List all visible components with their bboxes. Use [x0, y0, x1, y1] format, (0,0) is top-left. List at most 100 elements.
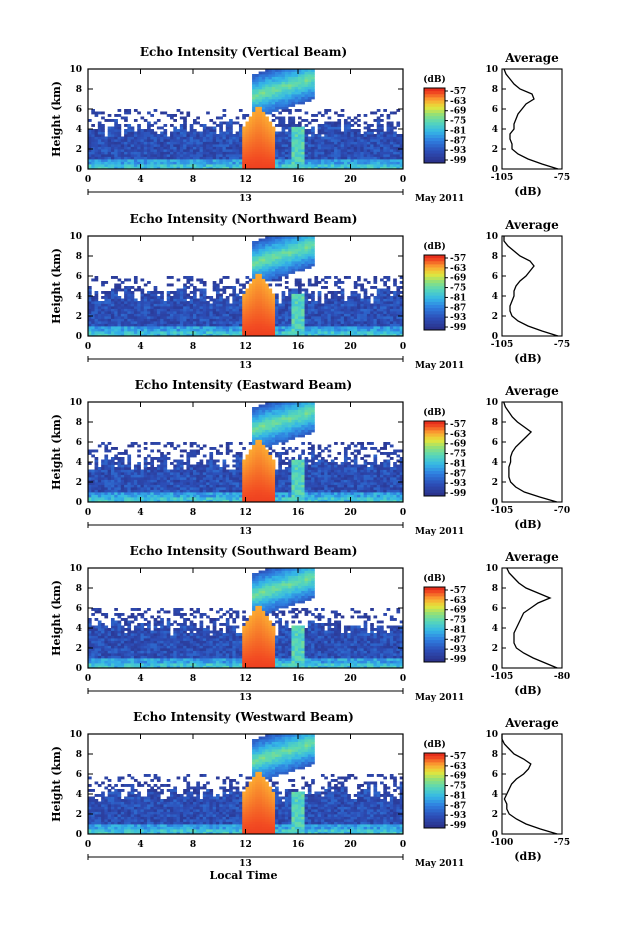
- colorbar-tick-label: -87: [450, 303, 466, 313]
- colorbar-tick-label: -99: [450, 655, 466, 665]
- x-tick-label: 16: [292, 175, 305, 185]
- profile-line: [506, 567, 558, 669]
- x-tick-label: 0: [85, 175, 91, 185]
- profile-line: [503, 68, 559, 170]
- date-label: May 2011: [415, 194, 464, 204]
- colorbar-tick-label: -87: [450, 635, 466, 645]
- colorbar-tick-label: -99: [450, 489, 466, 499]
- colorbar-tick-label: -57: [450, 87, 466, 97]
- colorbar-tick-label: -69: [450, 440, 466, 450]
- x-tick-label: 8: [190, 508, 196, 518]
- y-axis-label: Height (km): [50, 248, 63, 324]
- y-tick-label: 8: [76, 252, 82, 262]
- heatmap-field: [88, 236, 404, 337]
- x-tick-label: 4: [137, 840, 143, 850]
- x-axis-label: Local Time: [210, 869, 278, 882]
- date-label: May 2011: [415, 859, 464, 869]
- profile-title: Average: [504, 716, 559, 730]
- profile-x-tick-label: -80: [554, 672, 570, 682]
- profile-y-tick-label: 2: [492, 312, 498, 322]
- x-tick-label: 0: [400, 674, 406, 684]
- profile-y-tick-label: 8: [492, 418, 498, 428]
- colorbar-unit: (dB): [423, 241, 445, 252]
- colorbar: [423, 420, 446, 497]
- profile-y-tick-label: 6: [492, 438, 498, 448]
- x-tick-label: 0: [400, 175, 406, 185]
- profile-x-tick-label: -105: [491, 340, 514, 350]
- panel-title: Echo Intensity (Southward Beam): [130, 544, 358, 558]
- panel-title: Echo Intensity (Northward Beam): [130, 212, 358, 226]
- y-tick-label: 6: [76, 438, 82, 448]
- day-label: 13: [239, 361, 252, 371]
- colorbar-tick-label: -69: [450, 606, 466, 616]
- colorbar-tick-label: -81: [450, 791, 466, 801]
- x-tick-label: 16: [292, 674, 305, 684]
- y-tick-label: 4: [76, 292, 82, 302]
- profile-x-tick-label: -75: [554, 173, 570, 183]
- y-tick-label: 10: [69, 730, 82, 740]
- profile-y-tick-label: 4: [492, 125, 498, 135]
- colorbar-tick-label: -57: [450, 586, 466, 596]
- x-tick-label: 12: [239, 840, 252, 850]
- profile-frame: [501, 68, 563, 170]
- y-tick-label: 8: [76, 750, 82, 760]
- colorbar-tick-label: -87: [450, 469, 466, 479]
- profile-y-tick-label: 6: [492, 770, 498, 780]
- y-tick-label: 6: [76, 272, 82, 282]
- colorbar-tick-label: -81: [450, 459, 466, 469]
- profile-xlabel: (dB): [514, 850, 541, 863]
- y-tick-label: 10: [69, 564, 82, 574]
- y-tick-label: 2: [76, 810, 82, 820]
- profile-xlabel: (dB): [514, 518, 541, 531]
- profile-title: Average: [504, 550, 559, 564]
- colorbar-tick-label: -93: [450, 479, 466, 489]
- y-tick-label: 2: [76, 478, 82, 488]
- colorbar-tick-label: -75: [450, 284, 466, 294]
- panel-title: Echo Intensity (Vertical Beam): [140, 45, 347, 59]
- profile-y-tick-label: 0: [492, 332, 498, 342]
- date-label: May 2011: [415, 693, 464, 703]
- profile-frame: [501, 401, 563, 503]
- x-tick-label: 8: [190, 674, 196, 684]
- profile-x-tick-label: -105: [491, 672, 514, 682]
- y-tick-label: 10: [69, 232, 82, 242]
- profile-xlabel: (dB): [514, 684, 541, 697]
- x-tick-label: 8: [190, 175, 196, 185]
- colorbar-tick-label: -87: [450, 801, 466, 811]
- y-tick-label: 8: [76, 418, 82, 428]
- profile-y-tick-label: 8: [492, 584, 498, 594]
- x-tick-label: 20: [344, 175, 357, 185]
- x-tick-label: 4: [137, 175, 143, 185]
- colorbar-tick-label: -69: [450, 274, 466, 284]
- profile-y-tick-label: 0: [492, 498, 498, 508]
- y-tick-label: 8: [76, 85, 82, 95]
- x-tick-label: 4: [137, 342, 143, 352]
- x-tick-label: 20: [344, 508, 357, 518]
- profile-y-tick-label: 8: [492, 252, 498, 262]
- colorbar: [423, 586, 446, 663]
- x-tick-label: 0: [85, 508, 91, 518]
- profile-xlabel: (dB): [514, 185, 541, 198]
- x-tick-label: 16: [292, 840, 305, 850]
- y-tick-label: 6: [76, 105, 82, 115]
- profile-y-tick-label: 8: [492, 750, 498, 760]
- beam-panel-2: Echo Intensity (Eastward Beam) 0 2 4 6 8 10 Hei…: [50, 378, 570, 537]
- x-tick-label: 0: [400, 840, 406, 850]
- y-tick-label: 2: [76, 644, 82, 654]
- x-tick-label: 0: [85, 674, 91, 684]
- colorbar: [423, 254, 446, 331]
- beam-panel-1: Echo Intensity (Northward Beam) 0 2 4 6 8 10 He…: [50, 212, 570, 371]
- y-tick-label: 0: [76, 498, 82, 508]
- beam-panel-0: Echo Intensity (Vertical Beam) 0 2 4 6 8 10 Hei…: [50, 45, 570, 204]
- colorbar-unit: (dB): [423, 739, 445, 750]
- colorbar-tick-label: -57: [450, 752, 466, 762]
- profile-y-tick-label: 6: [492, 105, 498, 115]
- colorbar-tick-label: -99: [450, 156, 466, 166]
- day-label: 13: [239, 194, 252, 204]
- colorbar-unit: (dB): [423, 407, 445, 418]
- x-tick-label: 16: [292, 342, 305, 352]
- profile-panel: Average 0 2 4 6 8 10 -105 -70 (dB): [485, 384, 570, 531]
- profile-frame: [501, 733, 563, 835]
- y-tick-label: 0: [76, 165, 82, 175]
